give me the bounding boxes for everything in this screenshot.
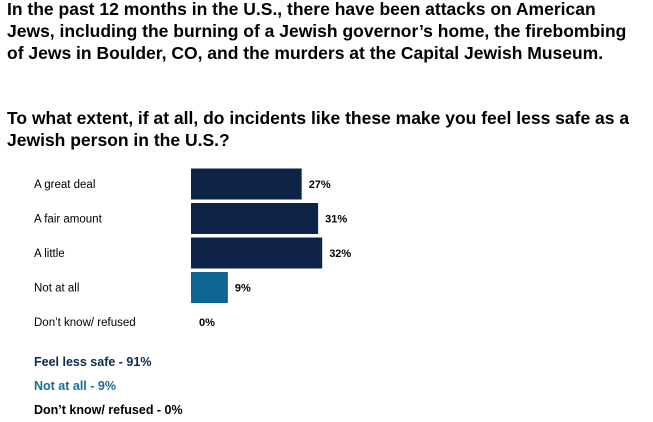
category-label: Not at all	[34, 283, 79, 295]
category-label: A great deal	[34, 179, 95, 191]
summary-dont-know: Don’t know/ refused - 0%	[34, 403, 183, 417]
summary-feel-less-safe: Feel less safe - 91%	[34, 355, 152, 369]
value-label: 9%	[235, 283, 251, 295]
category-label: A little	[34, 248, 65, 260]
value-label: 31%	[325, 214, 347, 226]
category-label: A fair amount	[34, 214, 103, 226]
bar	[191, 272, 228, 303]
category-label: Don’t know/ refused	[34, 317, 136, 329]
bar	[191, 168, 302, 200]
value-label: 32%	[329, 248, 351, 260]
intro-text: In the past 12 months in the U.S., there…	[7, 0, 627, 63]
bar-chart: A great deal 27% A fair amount 31% A little 3…	[34, 168, 351, 329]
question-text: To what extent, if at all, do incidents …	[7, 108, 630, 150]
value-label: 0%	[199, 317, 215, 329]
value-label: 27%	[309, 179, 331, 191]
bar	[191, 237, 323, 269]
bar	[191, 203, 319, 234]
summary-not-at-all: Not at all - 9%	[34, 379, 116, 393]
